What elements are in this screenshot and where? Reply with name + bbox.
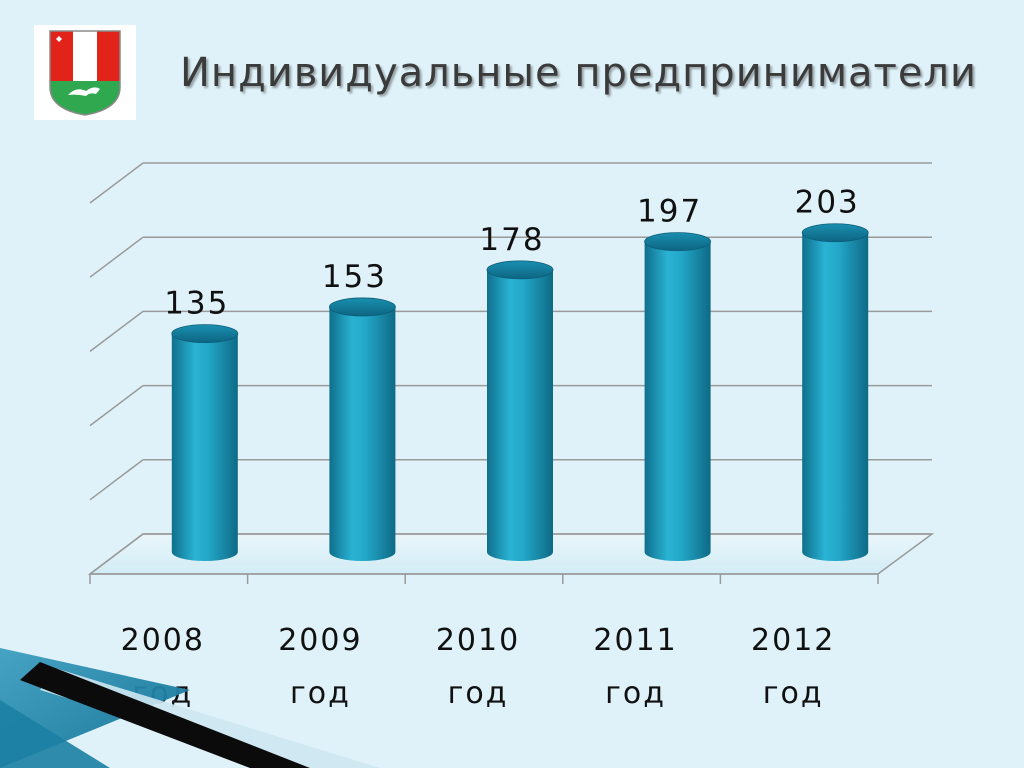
- x-tick-label: 2008: [121, 623, 205, 658]
- gridline-wall: [89, 162, 144, 204]
- x-tick-label-suffix: год: [605, 676, 666, 711]
- x-tick-label: 2011: [593, 623, 677, 658]
- bar: [171, 324, 239, 561]
- bar-value-label: 197: [637, 194, 702, 230]
- chart-data-labels: 135 153 178 197 203: [164, 185, 860, 322]
- bar-value-label: 203: [795, 185, 860, 221]
- gridline-wall: [89, 310, 144, 352]
- x-tick-label-suffix: год: [448, 676, 509, 711]
- bar: [486, 260, 554, 561]
- gridline-wall: [89, 385, 144, 427]
- bar: [644, 232, 711, 562]
- x-tick-label: 2009: [278, 623, 362, 658]
- bar-value-label: 153: [322, 259, 387, 295]
- bar-value-label: 135: [164, 286, 229, 322]
- x-tick-label-suffix: год: [290, 676, 351, 711]
- chart-x-axis: 2008 год 2009 год 2010 год 2011 год 2012 год: [89, 573, 879, 711]
- x-tick-label-suffix: год: [132, 676, 193, 711]
- bar: [801, 223, 869, 562]
- gridline-wall: [89, 533, 144, 575]
- x-tick-label-suffix: год: [763, 676, 824, 711]
- gridline-wall: [89, 236, 144, 278]
- x-tick-label: 2010: [436, 623, 520, 658]
- coat-of-arms-icon: [34, 25, 136, 120]
- bar-value-label: 178: [479, 222, 544, 258]
- slide-title: Индивидуальные предприниматели: [180, 50, 977, 96]
- x-tick-label: 2012: [751, 623, 835, 658]
- bar: [328, 297, 396, 561]
- gridline-wall: [89, 459, 144, 501]
- chart-bars: [171, 223, 869, 562]
